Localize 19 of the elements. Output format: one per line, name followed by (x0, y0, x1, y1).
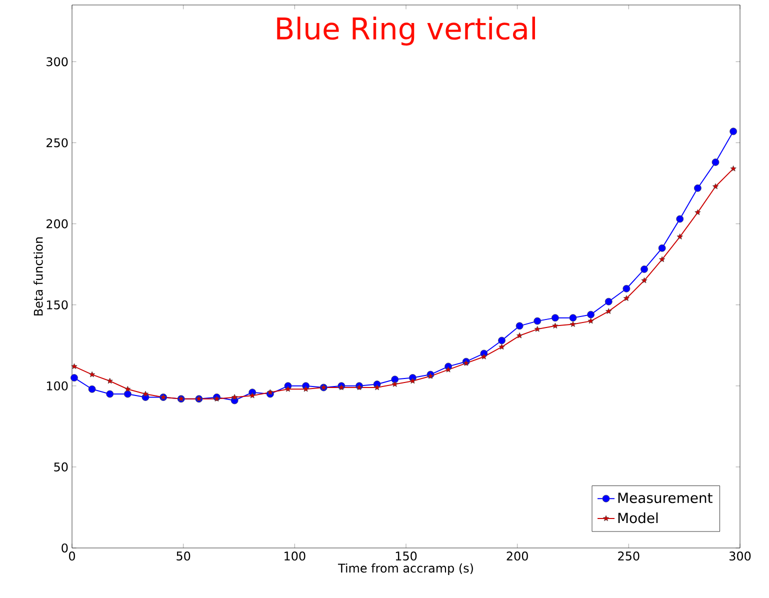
x-tick-label: 250 (618, 552, 640, 561)
x-tick-label: 100 (284, 552, 306, 561)
y-tick-label: 150 (46, 300, 68, 310)
legend-label: Measurement (618, 492, 712, 504)
y-tick-label: 0 (62, 543, 68, 553)
x-tick-label: 200 (506, 552, 528, 561)
y-tick-label: 100 (46, 381, 68, 390)
x-tick-label: 50 (176, 552, 190, 561)
y-tick-label: 50 (54, 462, 68, 472)
y-tick-label: 250 (46, 138, 68, 148)
y-axis-title: Beta function (34, 237, 43, 316)
y-tick-label: 300 (46, 57, 68, 66)
x-axis-title: Time from accramp (s) (338, 563, 473, 575)
x-tick-label: 0 (68, 552, 76, 561)
x-tick-label: 300 (730, 552, 751, 561)
y-tick-label: 200 (46, 219, 68, 228)
chart-title: Blue Ring vertical (277, 16, 535, 46)
x-tick-label: 150 (396, 552, 417, 561)
legend-label: Model (618, 512, 658, 524)
